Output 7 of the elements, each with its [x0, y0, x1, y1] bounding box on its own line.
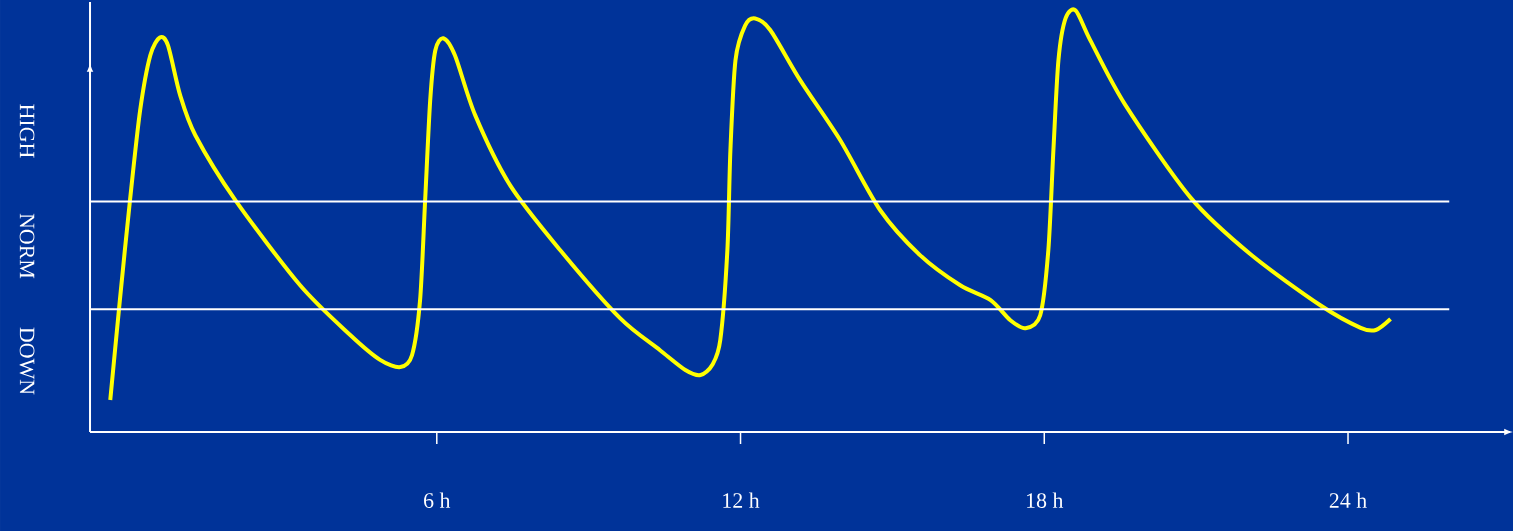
text: HIGH: [19, 104, 35, 158]
x-tick-label: 24 h: [1329, 492, 1367, 508]
x-tick-label: 18 h: [1027, 492, 1064, 508]
x-tick-label: 6 h: [424, 492, 451, 508]
text: DOWN: [19, 327, 35, 395]
x-tick-label: 12 h: [723, 492, 760, 508]
text: NORM: [19, 213, 35, 279]
